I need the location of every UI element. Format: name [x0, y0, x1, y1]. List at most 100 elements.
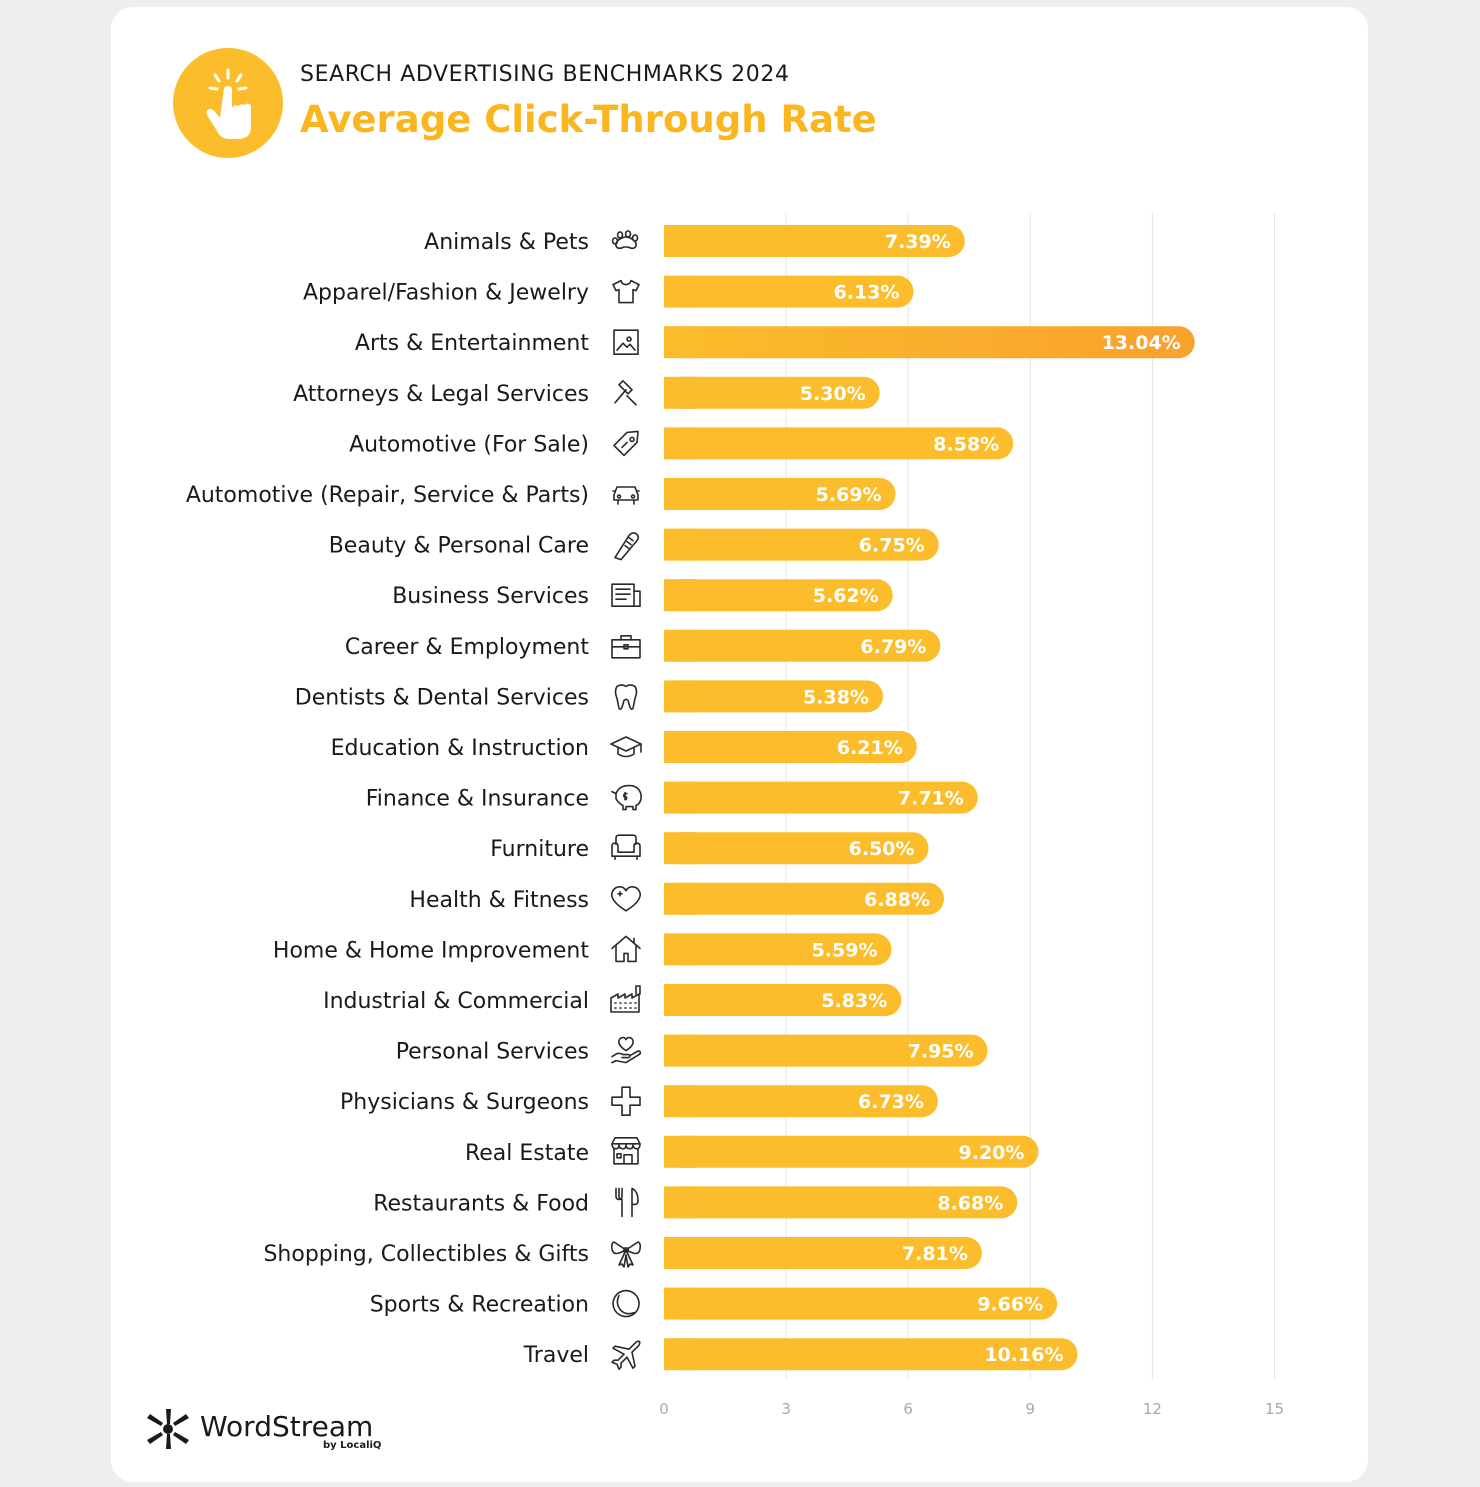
- bar-left-edge: [664, 478, 696, 510]
- tick-label: 12: [1143, 1400, 1162, 1418]
- category-label: Travel: [523, 1343, 589, 1368]
- chart-title: Average Click-Through Rate: [300, 98, 877, 141]
- category-label: Home & Home Improvement: [273, 938, 589, 963]
- category-label: Real Estate: [465, 1141, 589, 1166]
- data-label: 6.75%: [859, 535, 925, 557]
- bar-left-edge: [664, 1237, 696, 1269]
- bar: [664, 1237, 982, 1269]
- ball-icon: [612, 1289, 640, 1318]
- bar: [664, 1338, 1078, 1371]
- category-label: Animals & Pets: [424, 230, 589, 255]
- bar-left-edge: [664, 984, 696, 1016]
- category-icons: [610, 230, 642, 1370]
- bar: [664, 225, 965, 257]
- bar-left-edge: [664, 1135, 696, 1168]
- data-label: 7.71%: [898, 788, 964, 810]
- armchair-icon: [611, 834, 641, 861]
- bar-left-edge: [664, 528, 696, 561]
- bar-left-edge: [664, 579, 696, 612]
- bar: [664, 731, 917, 763]
- bar-left-edge: [664, 1287, 696, 1320]
- category-label: Industrial & Commercial: [323, 989, 589, 1014]
- brand-name: WordStream: [200, 1410, 374, 1443]
- gift-bow-icon: [610, 1241, 642, 1268]
- category-label: Automotive (For Sale): [349, 432, 589, 457]
- bar: [664, 1186, 1018, 1219]
- data-label: 5.30%: [800, 383, 866, 405]
- category-label: Furniture: [490, 837, 589, 862]
- data-label: 5.69%: [816, 484, 882, 506]
- paw-icon: [611, 230, 639, 250]
- bar-left-edge: [664, 933, 696, 966]
- bar-left-edge: [664, 832, 696, 865]
- car-icon: [612, 486, 640, 505]
- airplane-icon: [611, 1340, 641, 1370]
- data-label: 8.58%: [933, 433, 999, 455]
- category-label: Business Services: [392, 584, 589, 609]
- bar: [664, 427, 1014, 460]
- data-label: 10.16%: [984, 1344, 1063, 1366]
- category-label: Physicians & Surgeons: [340, 1090, 589, 1115]
- data-label: 5.59%: [812, 939, 878, 961]
- graduation-cap-icon: [610, 736, 642, 758]
- data-label: 6.21%: [837, 737, 903, 759]
- chart-kicker: SEARCH ADVERTISING BENCHMARKS 2024: [300, 62, 790, 87]
- bars: 7.39% 6.13% 13.04% 5.30% 8.58% 5.69% 6.75% 5.62…: [664, 225, 1195, 1371]
- bar: [664, 882, 945, 915]
- data-label: 9.66%: [977, 1294, 1043, 1316]
- bar: [664, 1085, 938, 1118]
- bar-left-edge: [664, 326, 696, 359]
- data-label: 6.79%: [860, 636, 926, 658]
- tick-label: 6: [903, 1400, 913, 1418]
- data-label: 7.39%: [885, 231, 951, 253]
- bar: [664, 376, 880, 409]
- category-label: Finance & Insurance: [366, 787, 589, 812]
- bar: [664, 984, 902, 1016]
- briefcase-icon: [611, 634, 641, 659]
- document-icon: [611, 583, 641, 608]
- tick-label: 15: [1265, 1400, 1284, 1418]
- medical-cross-icon: [611, 1086, 641, 1116]
- tooth-icon: [614, 684, 638, 710]
- data-label: 6.73%: [858, 1091, 924, 1113]
- data-label: 5.83%: [821, 990, 887, 1012]
- category-label: Dentists & Dental Services: [295, 685, 589, 710]
- wordstream-asterisk-logo-icon: [147, 1409, 189, 1449]
- category-label: Automotive (Repair, Service & Parts): [186, 483, 589, 508]
- category-labels: Animals & Pets Apparel/Fashion & Jewelry A…: [186, 230, 590, 1368]
- bar: [664, 579, 893, 612]
- gavel-icon: [614, 379, 637, 406]
- data-label: 6.88%: [864, 889, 930, 911]
- house-icon: [611, 935, 641, 963]
- category-label: Personal Services: [396, 1040, 589, 1065]
- price-tag-icon: [613, 430, 639, 457]
- data-label: 7.95%: [908, 1041, 974, 1063]
- category-label: Health & Fitness: [409, 888, 589, 913]
- piggy-bank-icon: [611, 784, 642, 811]
- data-label: 5.38%: [803, 686, 869, 708]
- bar-left-edge: [664, 1186, 696, 1219]
- wordstream-logo: WordStream by LocaliQ: [145, 1408, 405, 1458]
- bar-left-edge: [664, 882, 696, 915]
- tick-label: 3: [781, 1400, 791, 1418]
- hand-heart-icon: [611, 1036, 642, 1064]
- category-label: Restaurants & Food: [373, 1191, 589, 1216]
- x-axis-ticks: 0 3 6 9 12 15: [659, 1400, 1284, 1418]
- bar-left-edge: [664, 427, 696, 460]
- brand-sub: by LocaliQ: [323, 1440, 382, 1451]
- bar-left-edge: [664, 1338, 696, 1371]
- storefront-icon: [611, 1137, 641, 1165]
- category-label: Attorneys & Legal Services: [293, 382, 589, 407]
- tshirt-icon: [612, 279, 640, 304]
- picture-icon: [613, 329, 639, 356]
- comb-icon: [614, 532, 640, 561]
- bar-left-edge: [664, 731, 696, 763]
- data-label: 6.13%: [834, 282, 900, 304]
- bar: [664, 1287, 1058, 1320]
- category-label: Sports & Recreation: [370, 1293, 589, 1318]
- bar: [664, 1034, 988, 1067]
- bar-left-edge: [664, 781, 696, 814]
- pointer-hand-click-icon: [173, 48, 283, 158]
- category-label: Shopping, Collectibles & Gifts: [263, 1242, 589, 1267]
